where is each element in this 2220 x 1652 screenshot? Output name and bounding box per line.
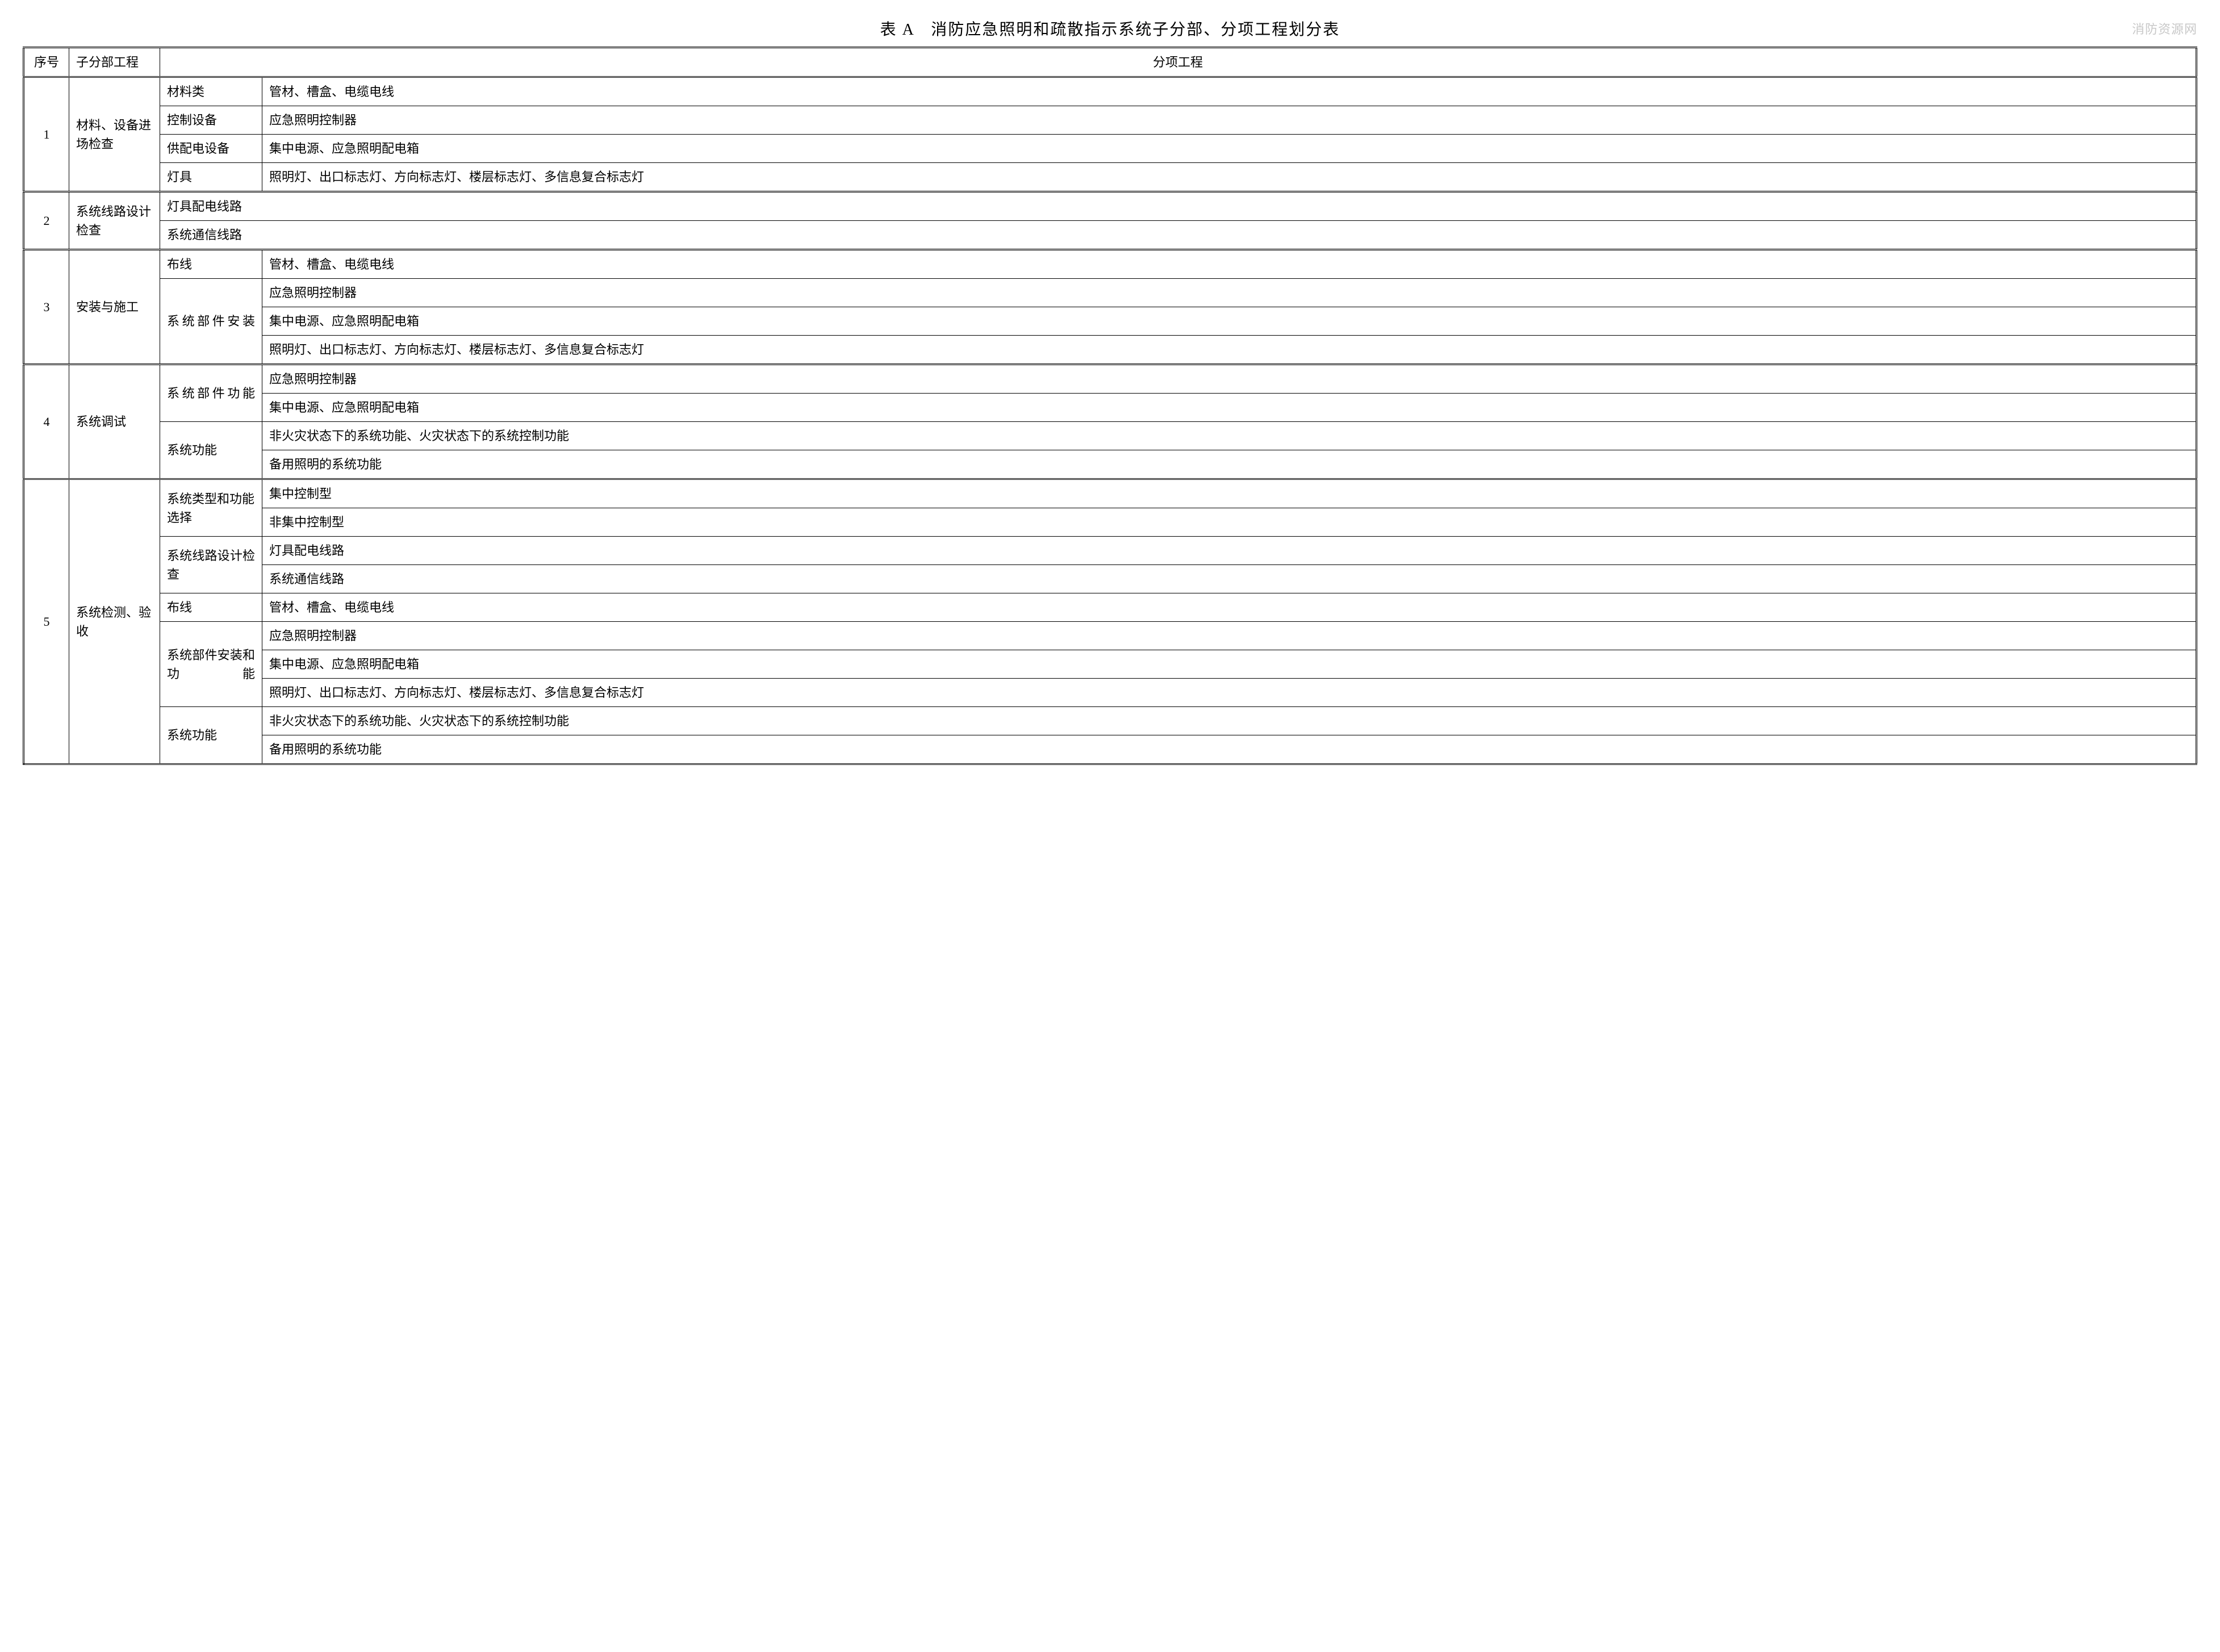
sub-division-cell: 系统检测、验收 [69,479,160,764]
table-row: 系统部件安装和功能应急照明控制器 [24,622,2197,650]
seq-cell: 3 [24,250,69,365]
watermark: 消防资源网 [2132,19,2197,37]
division-table: 序号 子分部工程 分项工程 1材料、设备进场检查材料类管材、槽盒、电缆电线控制设… [23,47,2197,765]
item-cell: 灯具配电线路 [262,537,2197,565]
item-cell: 管材、槽盒、电缆电线 [262,250,2197,279]
item-cell: 照明灯、出口标志灯、方向标志灯、楼层标志灯、多信息复合标志灯 [262,336,2197,365]
sub-division-cell: 系统调试 [69,365,160,479]
seq-cell: 1 [24,77,69,192]
table-row: 系统通信线路 [24,221,2197,250]
table-row: 系统功能非火灾状态下的系统功能、火灾状态下的系统控制功能 [24,422,2197,450]
table-row: 照明灯、出口标志灯、方向标志灯、楼层标志灯、多信息复合标志灯 [24,679,2197,707]
category-cell: 系统线路设计检查 [160,537,262,593]
table-row: 3安装与施工布线管材、槽盒、电缆电线 [24,250,2197,279]
sub-division-cell: 材料、设备进场检查 [69,77,160,192]
category-cell: 灯具 [160,163,262,192]
item-cell: 集中电源、应急照明配电箱 [262,650,2197,679]
category-cell: 布线 [160,593,262,622]
seq-cell: 2 [24,192,69,250]
table-row: 非集中控制型 [24,508,2197,537]
item-cell: 备用照明的系统功能 [262,735,2197,764]
table-row: 1材料、设备进场检查材料类管材、槽盒、电缆电线 [24,77,2197,106]
category-cell: 系统类型和功能选择 [160,479,262,537]
table-title: 表 A 消防应急照明和疏散指示系统子分部、分项工程划分表 [880,17,1340,40]
table-row: 集中电源、应急照明配电箱 [24,394,2197,422]
item-cell: 集中控制型 [262,479,2197,508]
item-cell: 照明灯、出口标志灯、方向标志灯、楼层标志灯、多信息复合标志灯 [262,679,2197,707]
table-row: 灯具照明灯、出口标志灯、方向标志灯、楼层标志灯、多信息复合标志灯 [24,163,2197,192]
sub-division-cell: 安装与施工 [69,250,160,365]
category-cell: 系统通信线路 [160,221,2197,250]
table-row: 系统功能非火灾状态下的系统功能、火灾状态下的系统控制功能 [24,707,2197,735]
category-cell: 系统功能 [160,707,262,764]
category-cell: 系统功能 [160,422,262,479]
table-row: 布线管材、槽盒、电缆电线 [24,593,2197,622]
sub-division-cell: 系统线路设计检查 [69,192,160,250]
table-row: 控制设备应急照明控制器 [24,106,2197,135]
category-cell: 系统部件安装 [160,279,262,365]
title-row: 表 A 消防应急照明和疏散指示系统子分部、分项工程划分表 消防资源网 [23,17,2197,40]
header-sub: 子分部工程 [69,48,160,77]
seq-cell: 5 [24,479,69,764]
item-cell: 照明灯、出口标志灯、方向标志灯、楼层标志灯、多信息复合标志灯 [262,163,2197,192]
table-row: 集中电源、应急照明配电箱 [24,307,2197,336]
table-row: 系统线路设计检查灯具配电线路 [24,537,2197,565]
header-item: 分项工程 [160,48,2197,77]
table-row: 照明灯、出口标志灯、方向标志灯、楼层标志灯、多信息复合标志灯 [24,336,2197,365]
table-body: 1材料、设备进场检查材料类管材、槽盒、电缆电线控制设备应急照明控制器供配电设备集… [24,77,2197,764]
category-cell: 供配电设备 [160,135,262,163]
table-row: 2系统线路设计检查灯具配电线路 [24,192,2197,221]
category-cell: 控制设备 [160,106,262,135]
item-cell: 管材、槽盒、电缆电线 [262,593,2197,622]
table-row: 5系统检测、验收系统类型和功能选择集中控制型 [24,479,2197,508]
item-cell: 非火灾状态下的系统功能、火灾状态下的系统控制功能 [262,422,2197,450]
item-cell: 集中电源、应急照明配电箱 [262,394,2197,422]
table-row: 集中电源、应急照明配电箱 [24,650,2197,679]
item-cell: 集中电源、应急照明配电箱 [262,135,2197,163]
category-cell: 材料类 [160,77,262,106]
table-row: 系统部件安装应急照明控制器 [24,279,2197,307]
table-header-row: 序号 子分部工程 分项工程 [24,48,2197,77]
table-row: 供配电设备集中电源、应急照明配电箱 [24,135,2197,163]
item-cell: 应急照明控制器 [262,279,2197,307]
category-cell: 系统部件功能 [160,365,262,422]
item-cell: 应急照明控制器 [262,365,2197,394]
item-cell: 备用照明的系统功能 [262,450,2197,479]
header-seq: 序号 [24,48,69,77]
item-cell: 应急照明控制器 [262,106,2197,135]
item-cell: 非集中控制型 [262,508,2197,537]
table-row: 4系统调试系统部件功能应急照明控制器 [24,365,2197,394]
table-row: 备用照明的系统功能 [24,735,2197,764]
category-cell: 布线 [160,250,262,279]
item-cell: 集中电源、应急照明配电箱 [262,307,2197,336]
seq-cell: 4 [24,365,69,479]
table-row: 系统通信线路 [24,565,2197,593]
category-cell: 灯具配电线路 [160,192,2197,221]
item-cell: 非火灾状态下的系统功能、火灾状态下的系统控制功能 [262,707,2197,735]
table-row: 备用照明的系统功能 [24,450,2197,479]
item-cell: 应急照明控制器 [262,622,2197,650]
item-cell: 系统通信线路 [262,565,2197,593]
item-cell: 管材、槽盒、电缆电线 [262,77,2197,106]
category-cell: 系统部件安装和功能 [160,622,262,707]
